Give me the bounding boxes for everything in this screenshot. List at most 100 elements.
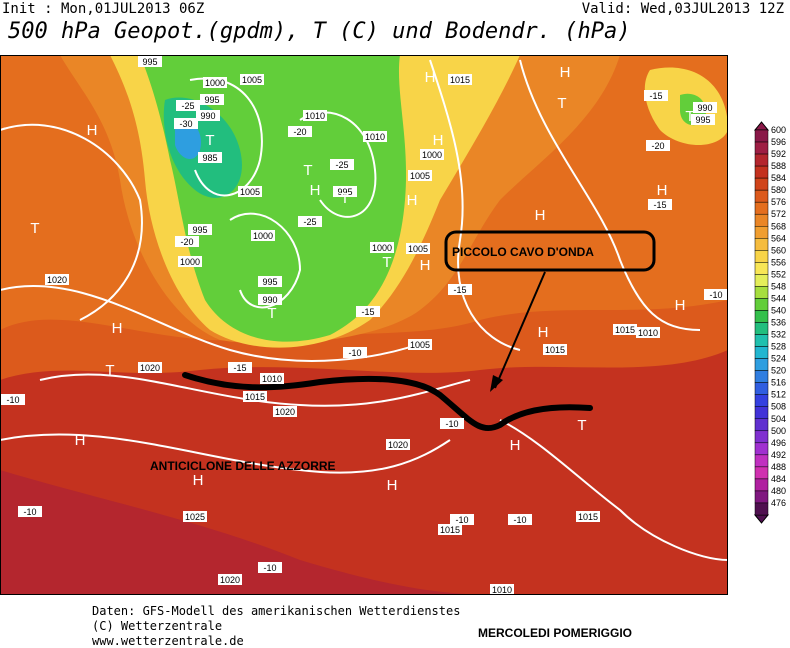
pressure-center: H xyxy=(425,69,436,86)
pressure-center: H xyxy=(535,207,546,224)
legend-cap xyxy=(753,514,770,524)
isoline-label: 995 xyxy=(262,277,277,287)
legend-swatch xyxy=(754,454,769,468)
pressure-center: T xyxy=(685,108,694,125)
isoline-label: -15 xyxy=(361,307,374,317)
legend-swatch xyxy=(754,322,769,335)
label-bg xyxy=(288,126,312,137)
isoline-label: -10 xyxy=(455,515,468,525)
label-bg xyxy=(174,118,198,129)
legend-label: 516 xyxy=(771,378,786,388)
legend-label: 500 xyxy=(771,426,786,436)
legend-label: 528 xyxy=(771,342,786,352)
legend-label: 476 xyxy=(771,498,786,508)
annotation: MERCOLEDI POMERIGGIO xyxy=(478,626,632,640)
label-bg xyxy=(408,170,432,181)
trough-line xyxy=(182,372,593,432)
arrow xyxy=(494,271,546,389)
field xyxy=(0,470,500,595)
legend-swatch xyxy=(754,466,769,480)
valid-time: Valid: Wed,03JUL2013 12Z xyxy=(582,1,784,17)
isoline-label: -10 xyxy=(513,515,526,525)
isoline-label: -10 xyxy=(23,507,36,517)
label-bg xyxy=(18,506,42,517)
label-bg xyxy=(613,324,637,335)
isoline-label: 1015 xyxy=(245,392,265,402)
isoline-label: -25 xyxy=(335,160,348,170)
label-bg xyxy=(636,327,660,338)
label-bg xyxy=(238,186,262,197)
label-bg xyxy=(408,339,432,350)
label-bg xyxy=(1,394,25,405)
legend-swatch xyxy=(754,129,769,143)
isoline-label: 1015 xyxy=(545,345,565,355)
map-border xyxy=(0,55,728,595)
legend-swatch xyxy=(754,153,769,167)
pressure-center: H xyxy=(510,437,521,454)
label-bg xyxy=(175,236,199,247)
pressure-center: H xyxy=(75,432,86,449)
isoline-label: 1000 xyxy=(253,231,273,241)
pressure-center: T xyxy=(105,362,114,379)
label-bg xyxy=(273,406,297,417)
isoline-label: 1020 xyxy=(47,275,67,285)
legend-swatch xyxy=(754,334,769,347)
legend-swatch xyxy=(754,274,769,287)
legend-swatch xyxy=(754,250,769,263)
legend-swatch xyxy=(754,490,769,504)
legend-label: 496 xyxy=(771,438,786,448)
legend-label: 504 xyxy=(771,414,786,424)
label-bg xyxy=(704,289,728,300)
legend-label: 568 xyxy=(771,221,786,231)
label-bg xyxy=(258,294,282,305)
legend-swatch xyxy=(754,213,769,227)
pressure-center: T xyxy=(267,305,276,322)
isoline-label: 1015 xyxy=(450,75,470,85)
isoline-label: -10 xyxy=(709,290,722,300)
legend-label: 484 xyxy=(771,474,786,484)
label-bg xyxy=(260,373,284,384)
isoline-label: 1015 xyxy=(578,512,598,522)
label-bg xyxy=(644,90,668,101)
isoline-label: -25 xyxy=(303,217,316,227)
pressure-center: T xyxy=(303,162,312,179)
legend-label: 600 xyxy=(771,125,786,135)
label-bg xyxy=(196,110,220,121)
isoline-label: 995 xyxy=(142,57,157,67)
legend-label: 520 xyxy=(771,366,786,376)
isoline-label: 1000 xyxy=(205,78,225,88)
isoline-label: -10 xyxy=(348,348,361,358)
isoline-label: 1000 xyxy=(372,243,392,253)
label-bg xyxy=(183,511,207,522)
map-title: 500 hPa Geopot.(gpdm), T (C) und Bodendr… xyxy=(8,19,631,44)
legend-swatch xyxy=(754,177,769,191)
pressure-center: H xyxy=(657,182,668,199)
legend-swatch xyxy=(754,201,769,215)
isoline-label: -10 xyxy=(263,563,276,573)
label-bg xyxy=(243,391,267,402)
isoline-label: 1020 xyxy=(220,575,240,585)
legend-label: 552 xyxy=(771,269,786,279)
legend-label: 596 xyxy=(771,137,786,147)
pressure-center: H xyxy=(87,122,98,139)
legend-swatch xyxy=(754,394,769,407)
legend-swatch xyxy=(754,262,769,275)
annotation-box xyxy=(444,230,656,272)
label-bg xyxy=(218,574,242,585)
isoline-label: 1010 xyxy=(492,585,512,595)
pressure-center: H xyxy=(407,192,418,209)
label-bg xyxy=(448,74,472,85)
legend-swatch xyxy=(754,165,769,179)
legend-label: 588 xyxy=(771,161,786,171)
label-bg xyxy=(258,276,282,287)
isoline-label: -25 xyxy=(181,101,194,111)
footer: (C) Wetterzentrale xyxy=(92,619,222,633)
field xyxy=(175,119,201,160)
legend-swatch xyxy=(754,442,769,456)
isoline-label: 1000 xyxy=(180,257,200,267)
legend-label: 488 xyxy=(771,462,786,472)
isoline-label: 1015 xyxy=(440,525,460,535)
isoline-label: 1005 xyxy=(242,75,262,85)
